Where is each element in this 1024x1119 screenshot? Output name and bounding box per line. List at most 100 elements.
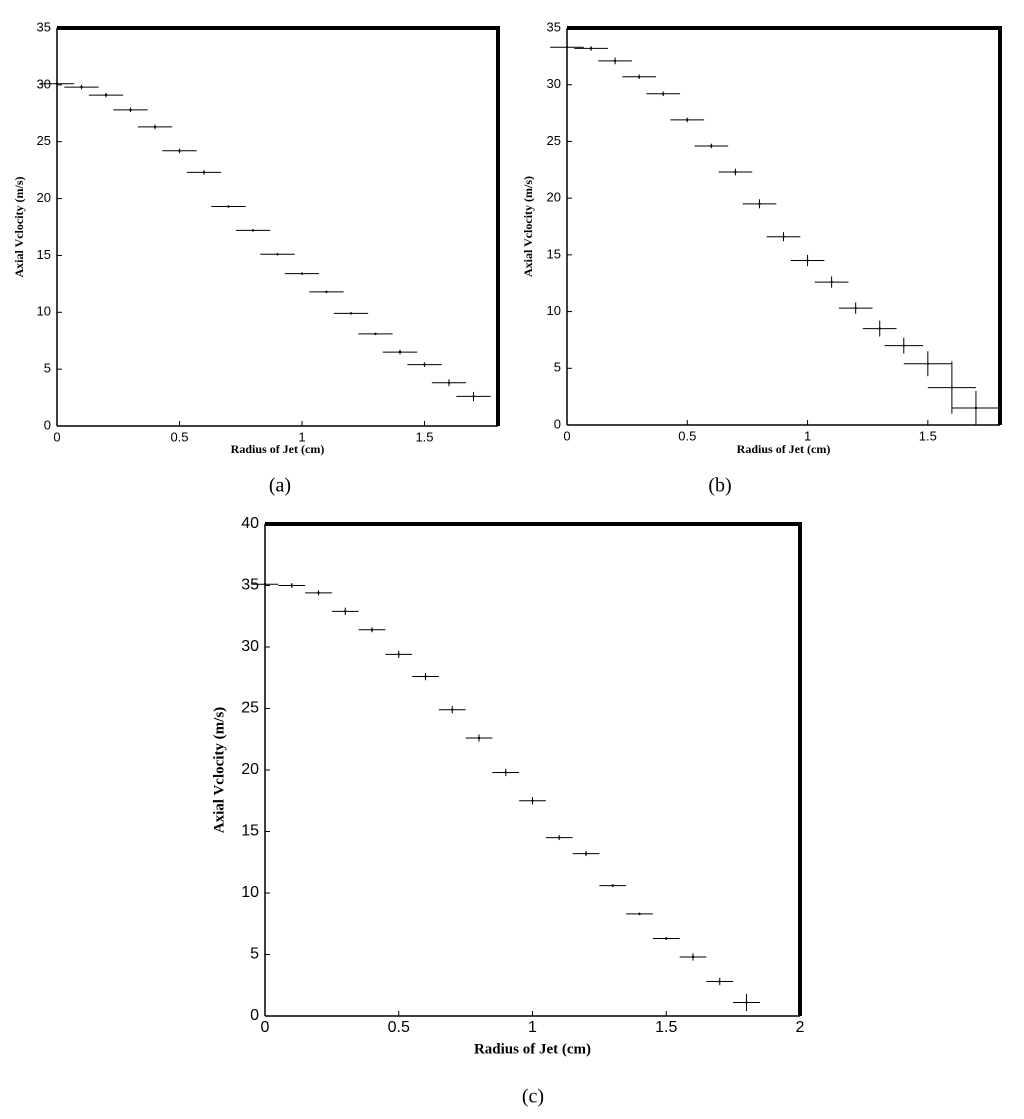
x-tick-label: 1.5 — [655, 1019, 677, 1036]
y-tick-label: 35 — [37, 19, 51, 34]
panel-caption: (b) — [708, 475, 731, 497]
data-point — [686, 118, 689, 122]
data-point — [926, 362, 930, 365]
data-point — [263, 583, 267, 586]
data-point — [638, 912, 641, 916]
y-tick-label: 0 — [250, 1007, 259, 1024]
x-tick-label: 0.5 — [388, 1019, 410, 1036]
data-point — [902, 344, 905, 347]
x-tick-label: 0 — [563, 428, 570, 443]
data-point — [710, 144, 713, 148]
y-tick-label: 10 — [241, 884, 259, 901]
y-tick-label: 25 — [37, 133, 51, 148]
data-point — [613, 59, 617, 63]
x-tick-label: 1.5 — [415, 429, 433, 444]
y-tick-label: 0 — [44, 417, 51, 432]
x-axis-label: Radius of Jet (cm) — [737, 442, 831, 456]
y-tick-label: 25 — [241, 700, 259, 717]
data-point — [665, 937, 668, 940]
data-point — [129, 108, 132, 112]
x-tick-label: 0.5 — [170, 429, 188, 444]
data-point — [691, 955, 695, 959]
data-point — [477, 736, 481, 740]
data-point — [758, 202, 761, 206]
data-point — [565, 46, 569, 49]
x-tick-label: 0 — [261, 1019, 270, 1036]
data-point — [227, 205, 230, 208]
data-point — [611, 884, 614, 887]
x-tick-label: 0 — [53, 429, 60, 444]
y-tick-label: 25 — [547, 133, 561, 148]
y-axis-label: Axial Vclocity (m/s) — [211, 707, 227, 833]
y-tick-label: 0 — [554, 416, 561, 431]
y-tick-label: 5 — [44, 361, 51, 376]
data-point — [423, 363, 426, 366]
data-point — [504, 771, 507, 774]
panel-caption: (c) — [522, 1086, 544, 1108]
y-tick-label: 15 — [547, 246, 561, 261]
y-axis-label: Axial Vclocity (m/s) — [521, 176, 535, 277]
data-point — [782, 235, 785, 238]
data-point — [878, 327, 881, 330]
data-point — [104, 93, 108, 97]
data-point — [854, 306, 857, 310]
data-point — [178, 149, 181, 153]
data-point — [589, 47, 593, 50]
data-point — [251, 229, 255, 232]
y-tick-label: 5 — [250, 946, 259, 963]
data-point — [349, 312, 353, 315]
data-point — [317, 591, 320, 595]
data-point — [55, 82, 59, 85]
y-tick-label: 5 — [554, 360, 561, 375]
data-point — [370, 628, 374, 631]
data-point — [472, 395, 475, 398]
data-point — [80, 85, 83, 89]
data-point — [974, 406, 978, 410]
data-point — [398, 350, 402, 354]
y-tick-label: 30 — [241, 638, 259, 655]
data-point — [447, 381, 451, 384]
data-point — [830, 280, 833, 284]
data-point — [344, 610, 347, 613]
x-tick-label: 1 — [528, 1019, 537, 1036]
x-tick-label: 1 — [804, 428, 811, 443]
y-axis-label: Axial Vclocity (m/s) — [12, 176, 26, 277]
x-tick-label: 0.5 — [678, 428, 696, 443]
data-point — [718, 980, 721, 983]
data-point — [584, 852, 588, 855]
data-point — [451, 708, 454, 711]
y-tick-label: 40 — [241, 515, 259, 532]
data-point — [325, 290, 328, 294]
x-tick-label: 1 — [298, 429, 305, 444]
data-point — [662, 92, 665, 95]
y-tick-label: 10 — [547, 303, 561, 318]
data-point — [153, 125, 157, 129]
data-point — [300, 272, 304, 275]
data-point — [806, 259, 809, 262]
data-point — [734, 170, 737, 174]
y-tick-label: 10 — [37, 304, 51, 319]
x-tick-label: 1.5 — [919, 428, 937, 443]
data-point — [374, 332, 377, 336]
data-point — [276, 253, 279, 256]
y-tick-label: 15 — [37, 247, 51, 262]
y-tick-label: 35 — [547, 19, 561, 34]
y-tick-label: 20 — [37, 190, 51, 205]
y-tick-label: 30 — [547, 76, 561, 91]
y-tick-label: 20 — [241, 761, 259, 778]
data-point — [558, 836, 561, 839]
data-point — [950, 386, 954, 389]
data-point — [745, 1001, 748, 1004]
data-point — [202, 171, 206, 174]
data-point — [637, 75, 641, 78]
y-tick-label: 15 — [241, 823, 259, 840]
data-point — [424, 675, 427, 678]
x-axis-label: Radius of Jet (cm) — [231, 442, 325, 456]
y-tick-label: 35 — [241, 577, 259, 594]
x-tick-label: 2 — [796, 1019, 805, 1036]
data-point — [397, 653, 400, 656]
x-axis-label: Radius of Jet (cm) — [474, 1041, 591, 1057]
data-point — [531, 799, 534, 802]
y-tick-label: 20 — [547, 190, 561, 205]
